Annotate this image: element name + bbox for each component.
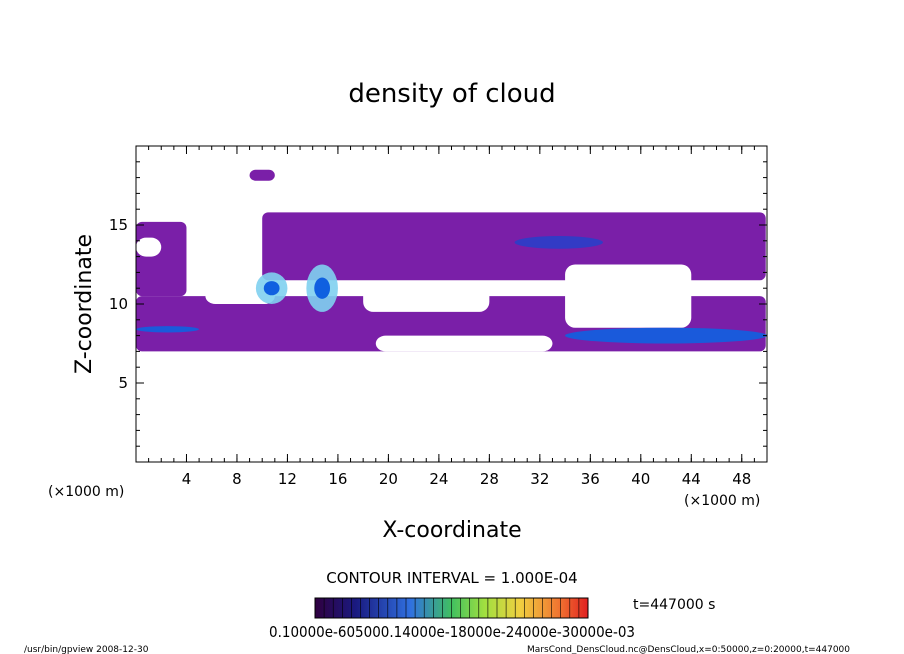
hole-gap-bottom-mid	[375, 335, 553, 352]
x-tick-label: 4	[182, 470, 192, 488]
region-blob-top	[249, 169, 275, 181]
x-tick-label: 40	[631, 470, 650, 488]
region-upper-band-main	[262, 212, 766, 281]
x-axis-label: X-coordinate	[382, 518, 521, 543]
chart-title: density of cloud	[348, 79, 555, 109]
x-tick-label: 24	[429, 470, 448, 488]
region-upper-band-left	[136, 221, 187, 297]
time-label: t=447000 s	[633, 597, 715, 613]
y-tick-label: 5	[118, 374, 128, 392]
x-tick-label: 36	[581, 470, 600, 488]
x-unit-left: (×1000 m)	[48, 484, 124, 500]
x-tick-label: 44	[682, 470, 701, 488]
feature-left-streak	[136, 326, 200, 333]
colorbar-ticks	[314, 598, 589, 618]
feature-core-vortex-2	[314, 277, 331, 299]
y-axis-label: Z-coordinate	[72, 234, 97, 374]
feature-right-streak-low	[565, 327, 767, 344]
footer-right: MarsCond_DensCloud.nc@DensCloud,x=0:5000…	[527, 645, 850, 654]
x-tick-label: 16	[328, 470, 347, 488]
footer-left: /usr/bin/gpview 2008-12-30	[24, 645, 149, 654]
feature-core-vortex-1	[263, 281, 280, 296]
x-tick-label: 20	[379, 470, 398, 488]
x-axis: 4 8 12 16 20 24 28 32 36 40 44 48	[148, 146, 755, 488]
x-tick-label: 12	[278, 470, 297, 488]
hole-gap-right	[565, 264, 692, 328]
y-tick-label: 10	[109, 295, 128, 313]
x-tick-label: 32	[530, 470, 549, 488]
x-tick-label: 28	[480, 470, 499, 488]
x-tick-label: 48	[732, 470, 751, 488]
hole-gap-center	[363, 285, 490, 312]
colorbar-labels: 0.10000e-605000.14000e-18000e-24000e-300…	[269, 623, 635, 641]
hole-gap-left	[136, 237, 162, 257]
feature-right-streak-mid	[514, 236, 603, 249]
contour-interval: CONTOUR INTERVAL = 1.000E-04	[326, 569, 577, 587]
y-tick-label: 15	[109, 216, 128, 234]
y-axis: 5 10 15	[109, 161, 767, 447]
heatmap-field	[136, 169, 767, 352]
x-tick-label: 8	[232, 470, 242, 488]
x-unit-right: (×1000 m)	[684, 493, 760, 509]
